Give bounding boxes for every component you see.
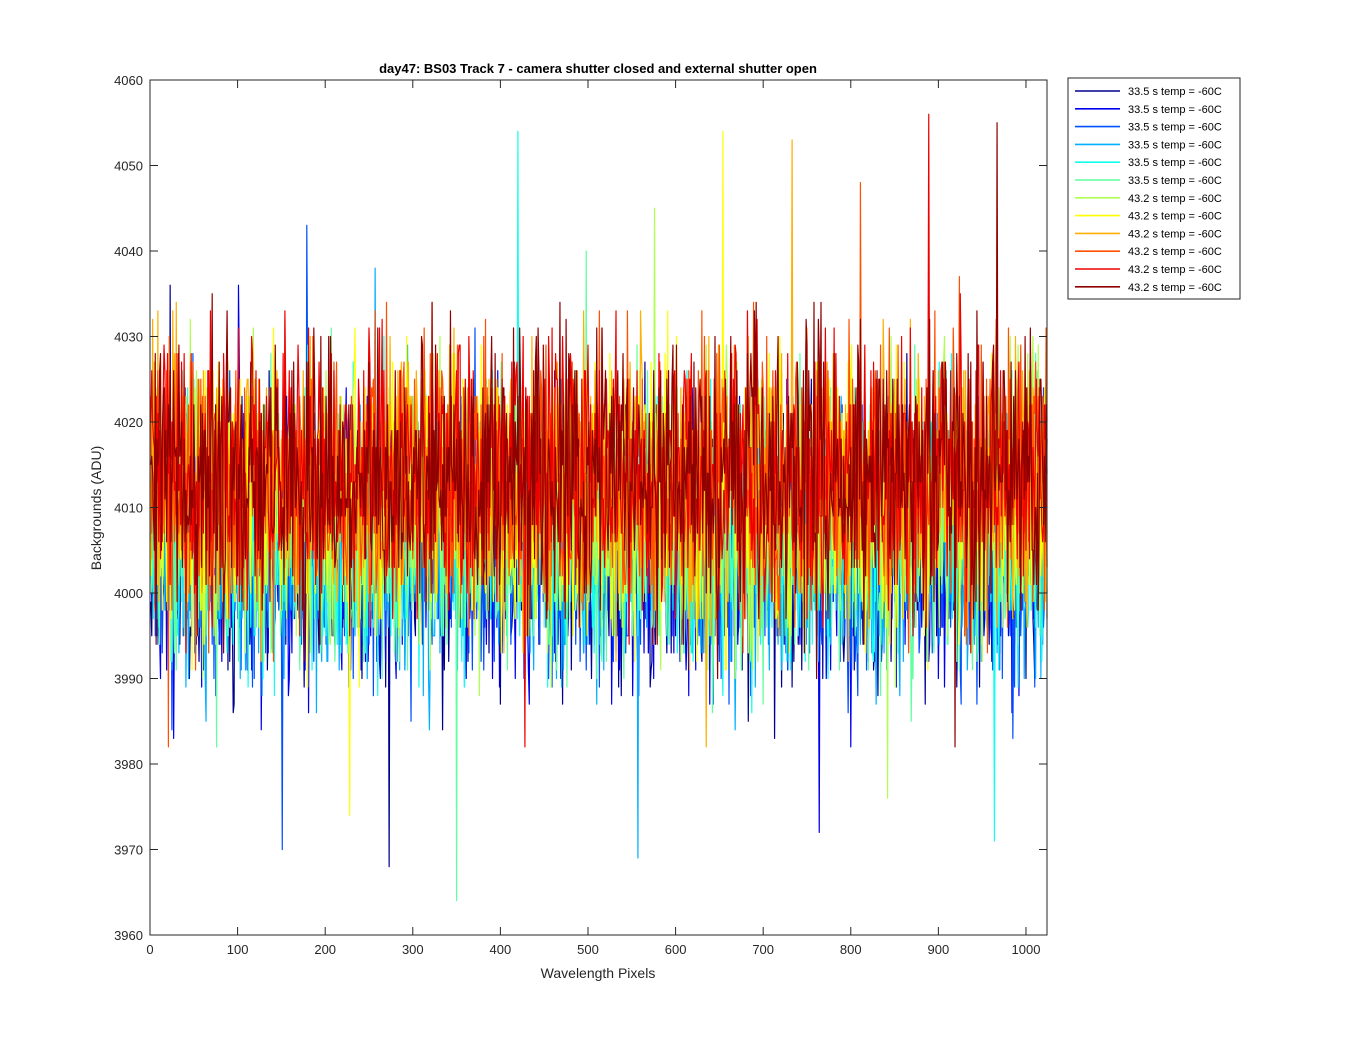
y-tick-label: 3990 xyxy=(114,672,143,687)
y-tick-label: 4050 xyxy=(114,159,143,174)
y-tick-label: 4040 xyxy=(114,244,143,259)
y-tick-label: 3980 xyxy=(114,757,143,772)
legend-label: 43.2 s temp = -60C xyxy=(1128,211,1222,223)
x-tick-label: 800 xyxy=(840,942,862,957)
series-line xyxy=(150,122,1048,748)
legend-label: 33.5 s temp = -60C xyxy=(1128,86,1222,98)
x-tick-label: 300 xyxy=(402,942,424,957)
y-axis-ticks: 3960 3970 3980 3990 4000 4010 4020 4030 4040 4050… xyxy=(114,73,1047,943)
legend-label: 43.2 s temp = -60C xyxy=(1128,228,1222,240)
legend: 33.5 s temp = -60C 33.5 s temp = -60C 33.5… xyxy=(1067,77,1241,300)
legend-label: 43.2 s temp = -60C xyxy=(1128,193,1222,205)
y-tick-label: 4010 xyxy=(114,501,143,516)
series-layer xyxy=(150,113,1048,902)
y-tick-label: 4000 xyxy=(114,586,143,601)
x-axis-label: Wavelength Pixels xyxy=(541,965,656,981)
x-tick-label: 1000 xyxy=(1012,942,1041,957)
y-tick-label: 4030 xyxy=(114,330,143,345)
x-tick-label: 0 xyxy=(146,942,153,957)
x-tick-label: 700 xyxy=(752,942,774,957)
y-tick-label: 3960 xyxy=(114,928,143,943)
legend-label: 33.5 s temp = -60C xyxy=(1128,157,1222,169)
legend-label: 33.5 s temp = -60C xyxy=(1128,139,1222,151)
legend-items: 33.5 s temp = -60C 33.5 s temp = -60C 33.5… xyxy=(1075,86,1222,294)
legend-label: 43.2 s temp = -60C xyxy=(1128,246,1222,258)
x-tick-label: 900 xyxy=(928,942,950,957)
legend-box xyxy=(1067,77,1241,300)
legend-label: 43.2 s temp = -60C xyxy=(1128,282,1222,294)
x-tick-label: 500 xyxy=(577,942,599,957)
x-tick-label: 200 xyxy=(314,942,336,957)
legend-label: 33.5 s temp = -60C xyxy=(1128,122,1222,134)
y-tick-label: 3970 xyxy=(114,843,143,858)
legend-label: 33.5 s temp = -60C xyxy=(1128,104,1222,116)
x-axis-ticks: 0 100 200 300 400 500 600 700 800 900 1000 xyxy=(146,80,1040,957)
x-tick-label: 400 xyxy=(490,942,512,957)
legend-label: 43.2 s temp = -60C xyxy=(1128,264,1222,276)
x-tick-label: 100 xyxy=(227,942,249,957)
legend-label: 33.5 s temp = -60C xyxy=(1128,175,1222,187)
x-tick-label: 600 xyxy=(665,942,687,957)
series-line xyxy=(150,113,1048,748)
chart-title: day47: BS03 Track 7 - camera shutter clo… xyxy=(379,61,817,76)
y-axis-label: Backgrounds (ADU) xyxy=(88,446,104,571)
y-tick-label: 4020 xyxy=(114,415,143,430)
y-tick-label: 4060 xyxy=(114,73,143,88)
